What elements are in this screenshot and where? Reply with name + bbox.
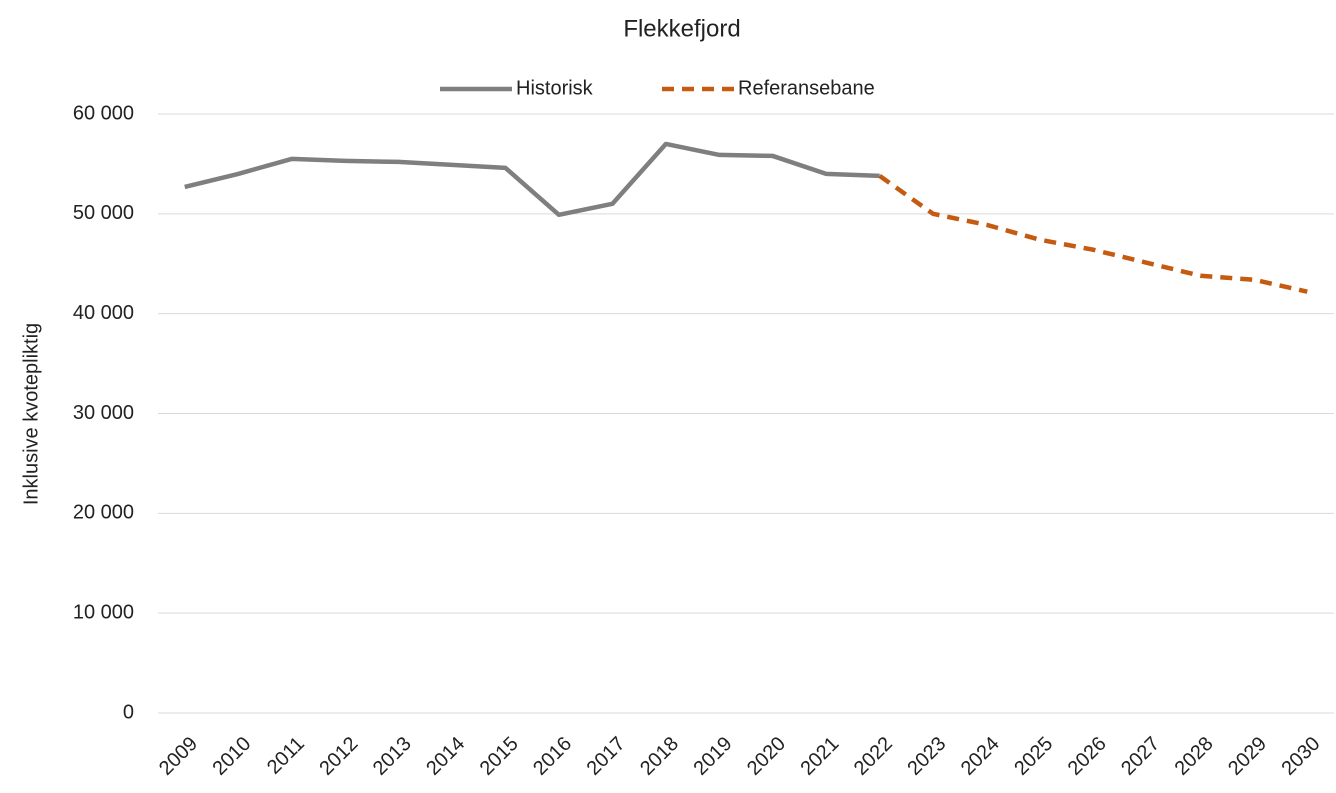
x-tick-label: 2020 (743, 733, 790, 780)
legend-label: Referansebane (738, 77, 875, 99)
x-tick-label: 2026 (1064, 733, 1111, 780)
series-line (878, 174, 1308, 294)
y-tick-label: 60 000 (73, 102, 134, 124)
legend-label: Historisk (516, 77, 594, 99)
x-tick-label: 2022 (850, 733, 897, 780)
x-tick-label: 2017 (583, 733, 630, 780)
x-tick-label: 2023 (903, 733, 950, 780)
y-tick-label: 10 000 (73, 601, 134, 623)
series-line (184, 141, 880, 218)
y-tick-label: 0 (123, 701, 134, 723)
x-tick-label: 2029 (1224, 733, 1271, 780)
x-tick-label: 2009 (155, 733, 202, 780)
x-tick-label: 2024 (957, 733, 1004, 780)
x-tick-label: 2025 (1010, 733, 1057, 780)
x-tick-label: 2018 (636, 733, 683, 780)
chart-title: Flekkefjord (623, 15, 740, 42)
x-tick-label: 2014 (422, 733, 469, 780)
x-tick-label: 2013 (369, 733, 416, 780)
x-tick-label: 2030 (1278, 733, 1325, 780)
x-tick-label: 2012 (315, 733, 362, 780)
x-tick-label: 2015 (476, 733, 523, 780)
y-tick-label: 40 000 (73, 302, 134, 324)
x-tick-label: 2011 (263, 733, 309, 779)
y-tick-label: 50 000 (73, 202, 134, 224)
x-tick-label: 2019 (690, 733, 737, 780)
x-tick-label: 2021 (796, 733, 843, 780)
y-tick-label: 20 000 (73, 502, 134, 524)
y-axis-label: Inklusive kvotepliktig (20, 323, 42, 505)
x-tick-label: 2016 (529, 733, 576, 780)
x-tick-label: 2028 (1171, 733, 1218, 780)
y-tick-label: 30 000 (73, 402, 134, 424)
x-tick-label: 2027 (1117, 733, 1164, 780)
x-tick-label: 2010 (208, 733, 255, 780)
